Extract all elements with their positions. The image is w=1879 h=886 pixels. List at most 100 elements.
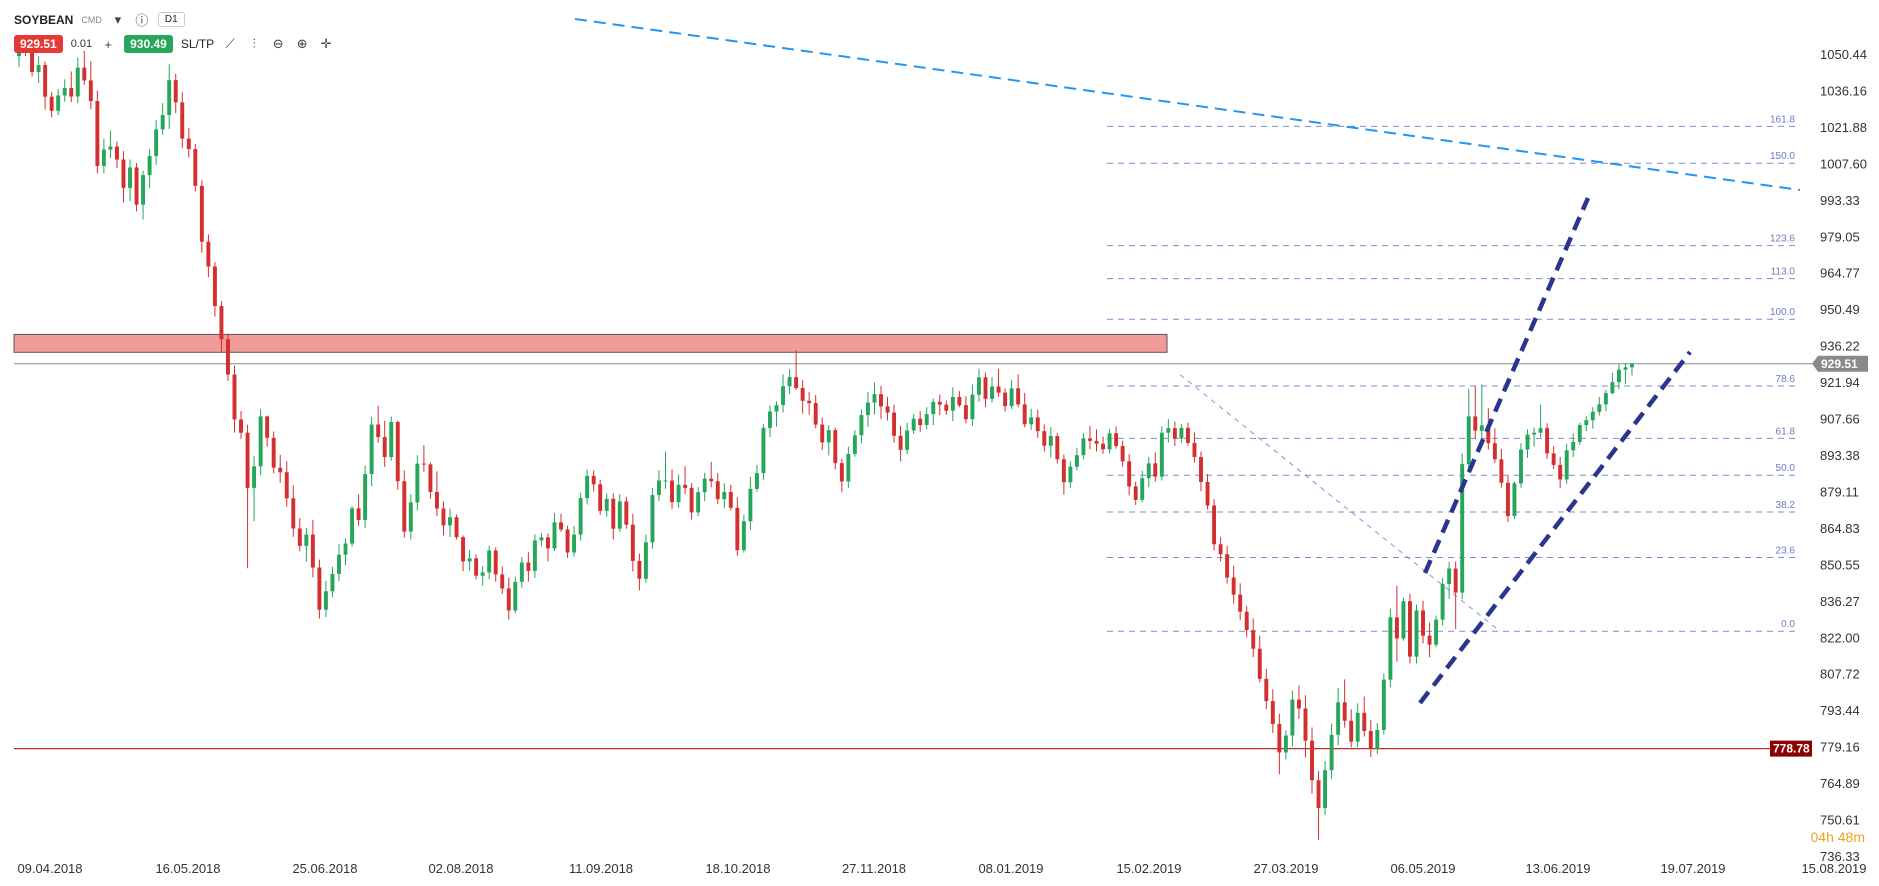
candle-down bbox=[1362, 712, 1367, 731]
resistance-zone bbox=[13, 333, 1168, 353]
crosshair-icon[interactable]: ✛ bbox=[320, 36, 332, 51]
candle-down bbox=[794, 377, 799, 389]
x-tick-label: 09.04.2018 bbox=[17, 861, 82, 876]
candle-down bbox=[598, 484, 603, 511]
x-tick-label: 27.03.2019 bbox=[1253, 861, 1318, 876]
candle-down bbox=[186, 138, 191, 150]
candle-down bbox=[526, 562, 531, 571]
line-chart-icon[interactable]: ⟋ bbox=[225, 36, 235, 51]
candle-down bbox=[885, 406, 890, 413]
candle-down bbox=[428, 464, 433, 492]
candle-down bbox=[356, 508, 361, 521]
candle-up bbox=[1081, 438, 1086, 456]
candle-down bbox=[1153, 463, 1158, 477]
zoom-in-icon[interactable]: ⊕ bbox=[296, 36, 308, 51]
candle-up bbox=[865, 402, 870, 416]
candle-up bbox=[781, 386, 786, 406]
candle-down bbox=[1120, 446, 1125, 462]
fib-level-label: 100.0 bbox=[1770, 307, 1795, 318]
candle-down bbox=[1349, 720, 1354, 742]
candle-up bbox=[480, 572, 485, 576]
y-tick-label: 921.94 bbox=[1820, 375, 1860, 390]
candle-up bbox=[513, 581, 518, 611]
timeframe-select[interactable]: D1 bbox=[157, 12, 185, 27]
candle-down bbox=[1055, 436, 1060, 460]
buy-price-button[interactable]: 930.49 bbox=[124, 35, 173, 53]
y-tick-label: 1050.44 bbox=[1820, 47, 1867, 62]
candle-down bbox=[1394, 617, 1399, 639]
candle-up bbox=[147, 155, 152, 176]
y-tick-label: 893.38 bbox=[1820, 448, 1860, 463]
fib-level-label: 161.8 bbox=[1770, 114, 1795, 125]
market-label: CMD bbox=[81, 14, 102, 25]
sell-price-button[interactable]: 929.51 bbox=[14, 35, 63, 53]
support-price-marker bbox=[1770, 740, 1812, 757]
candlestick-icon[interactable]: ⫶ bbox=[252, 36, 256, 51]
candle-up bbox=[826, 430, 831, 443]
candle-up bbox=[408, 502, 413, 532]
candle-up bbox=[1166, 428, 1171, 433]
candle-down bbox=[1185, 427, 1190, 443]
y-tick-label: 964.77 bbox=[1820, 266, 1860, 281]
candle-down bbox=[715, 481, 720, 500]
candle-up bbox=[761, 427, 766, 474]
x-tick-label: 18.10.2018 bbox=[705, 861, 770, 876]
x-tick-label: 13.06.2019 bbox=[1525, 861, 1590, 876]
candle-down bbox=[839, 463, 844, 482]
zoom-out-icon[interactable]: ⊖ bbox=[272, 36, 284, 51]
candle-down bbox=[1238, 594, 1243, 612]
candle-up bbox=[363, 474, 368, 521]
candle-up bbox=[585, 475, 590, 499]
info-icon[interactable]: ⓘ bbox=[135, 13, 149, 28]
candle-down bbox=[1199, 456, 1203, 483]
candle-down bbox=[454, 517, 459, 538]
symbol-name[interactable]: SOYBEAN bbox=[14, 12, 74, 27]
candle-up bbox=[1107, 433, 1112, 450]
chevron-down-icon[interactable]: ▾ bbox=[114, 11, 122, 27]
candle-down bbox=[591, 475, 596, 485]
candle-up bbox=[1525, 434, 1530, 450]
candle-up bbox=[343, 543, 348, 555]
candle-up bbox=[532, 540, 537, 571]
candle-down bbox=[1270, 701, 1275, 725]
candle-down bbox=[1492, 443, 1497, 460]
candle-down bbox=[1061, 459, 1066, 483]
y-tick-label: 1007.60 bbox=[1820, 156, 1867, 171]
candle-up bbox=[1532, 432, 1537, 435]
candle-down bbox=[212, 266, 217, 307]
candle-down bbox=[1035, 417, 1040, 432]
candle-up bbox=[350, 508, 355, 544]
y-tick-label: 979.05 bbox=[1820, 229, 1860, 244]
candle-up bbox=[167, 80, 172, 116]
candle-down bbox=[193, 149, 198, 186]
candle-down bbox=[69, 88, 74, 97]
candle-down bbox=[199, 185, 204, 242]
upper-channel-trendline bbox=[1422, 197, 1591, 574]
lower-channel-trendline bbox=[1418, 350, 1692, 705]
plus-icon[interactable]: + bbox=[104, 36, 112, 52]
candle-down bbox=[807, 400, 812, 404]
candle-up bbox=[859, 415, 864, 436]
candle-up bbox=[924, 414, 929, 426]
fib-level-label: 61.8 bbox=[1776, 426, 1796, 437]
candle-down bbox=[239, 419, 243, 433]
candle-down bbox=[278, 467, 283, 473]
candle-up bbox=[741, 521, 746, 551]
candle-up bbox=[330, 573, 335, 592]
candle-countdown: 04h 48m bbox=[1810, 829, 1865, 845]
candle-up bbox=[1512, 483, 1517, 516]
candle-up bbox=[702, 478, 707, 493]
candle-down bbox=[611, 498, 616, 529]
candle-down bbox=[735, 507, 740, 551]
candle-up bbox=[754, 473, 759, 489]
candle-up bbox=[1630, 363, 1634, 368]
candle-down bbox=[382, 437, 387, 457]
candle-up bbox=[1146, 463, 1151, 479]
candle-down bbox=[820, 424, 825, 443]
candle-up bbox=[643, 542, 648, 579]
candle-up bbox=[1179, 427, 1184, 439]
sltp-button[interactable]: SL/TP bbox=[180, 37, 215, 51]
candle-down bbox=[134, 167, 139, 205]
y-tick-label: 1036.16 bbox=[1820, 83, 1867, 98]
